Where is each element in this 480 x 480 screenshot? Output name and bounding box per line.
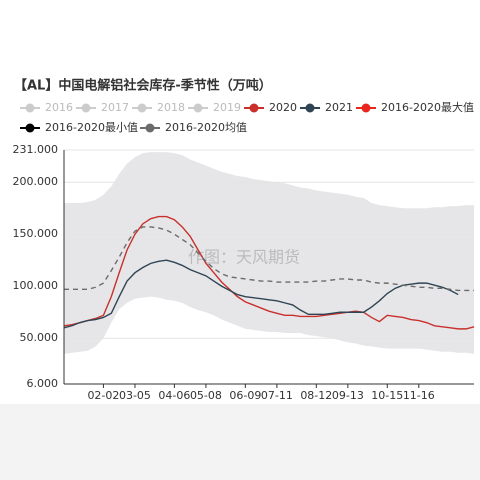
legend-label: 2016-2020均值 [165, 121, 247, 134]
legend-label: 2019 [213, 101, 241, 114]
legend-label: 2016-2020最大值 [381, 100, 474, 114]
legend-label: 2016-2020最小值 [45, 121, 138, 134]
x-tick-label: 10-15 [371, 389, 403, 402]
legend-marker [361, 103, 371, 113]
chart-title: 【AL】中国电解铝社会库存-季节性（万吨） [14, 78, 272, 94]
legend-marker [137, 103, 147, 113]
legend-marker [249, 103, 259, 113]
y-tick-label: 150.000 [13, 227, 59, 240]
x-tick-label: 02-02 [87, 389, 119, 402]
series-line [63, 215, 475, 330]
series-line [64, 226, 474, 292]
y-tick-label: 231.000 [13, 143, 59, 156]
legend-label: 2021 [325, 101, 353, 114]
legend-marker [25, 123, 35, 133]
y-tick-label: 6.000 [27, 377, 59, 390]
legend-marker [145, 123, 155, 133]
legend-label: 2016 [45, 101, 73, 114]
legend-marker [25, 103, 35, 113]
footer-band [0, 404, 480, 480]
legend-label: 2020 [269, 101, 297, 114]
x-tick-label: 06-09 [229, 389, 261, 402]
y-tick-label: 100.000 [13, 279, 59, 292]
x-tick-label: 05-08 [190, 389, 222, 402]
legend-label: 2018 [157, 101, 185, 114]
legend-marker [305, 103, 315, 113]
y-tick-label: 50.000 [20, 331, 59, 344]
x-tick-label: 11-16 [403, 389, 435, 402]
range-band [64, 152, 474, 354]
x-tick-label: 07-11 [261, 389, 293, 402]
legend-marker [81, 103, 91, 113]
legend-marker [193, 103, 203, 113]
watermark: 作图：天风期货 [188, 248, 300, 267]
legend-label: 2017 [101, 101, 129, 114]
x-tick-label: 03-05 [119, 389, 151, 402]
y-tick-label: 200.000 [13, 175, 59, 188]
series-line [63, 259, 459, 329]
x-tick-label: 04-06 [158, 389, 190, 402]
x-tick-label: 09-13 [332, 389, 364, 402]
x-tick-label: 08-12 [300, 389, 332, 402]
